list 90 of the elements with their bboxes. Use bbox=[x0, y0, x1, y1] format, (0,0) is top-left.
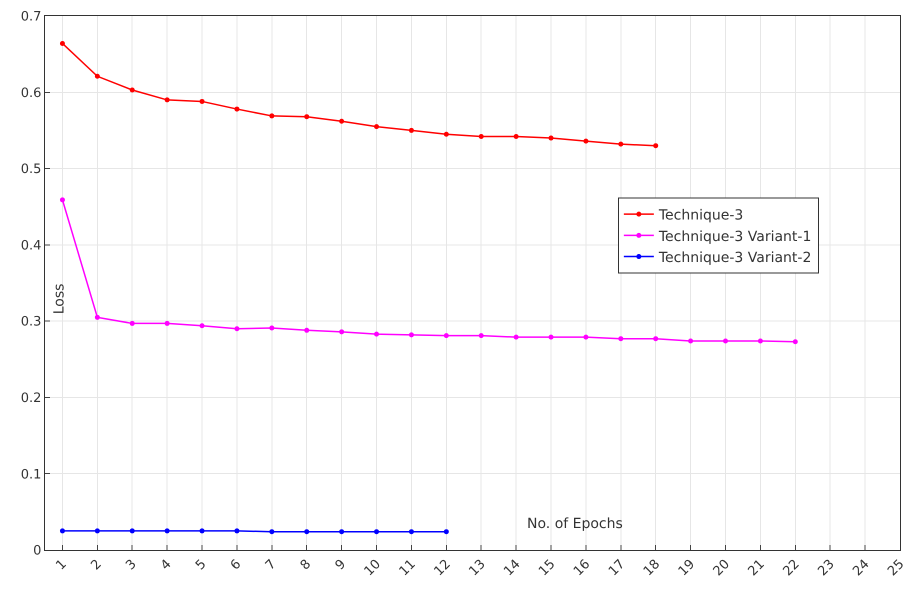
point bbox=[304, 114, 310, 120]
point bbox=[374, 124, 380, 130]
point bbox=[200, 98, 205, 104]
y-tick-label: 0.1 bbox=[20, 467, 42, 482]
x-tick-label: 10 bbox=[362, 556, 384, 580]
point bbox=[269, 529, 274, 534]
x-tick-label: 16 bbox=[571, 556, 594, 580]
point bbox=[269, 113, 274, 118]
point bbox=[688, 338, 694, 344]
point bbox=[758, 338, 763, 344]
x-tick-label: 9 bbox=[332, 556, 350, 574]
point bbox=[130, 528, 135, 534]
legend-label: Technique-3 Variant-2 bbox=[658, 250, 812, 266]
point bbox=[94, 314, 100, 320]
legend-label: Technique-3 bbox=[658, 208, 744, 224]
x-tick-label: 2 bbox=[88, 556, 105, 574]
point bbox=[408, 529, 414, 534]
x-tick-label: 25 bbox=[885, 556, 908, 580]
point bbox=[408, 128, 414, 133]
point bbox=[444, 333, 449, 338]
point bbox=[269, 326, 274, 331]
point bbox=[618, 142, 624, 147]
x-tick-label: 18 bbox=[640, 556, 664, 580]
point bbox=[200, 323, 205, 328]
x-tick-label: 14 bbox=[501, 556, 524, 580]
point bbox=[374, 332, 380, 337]
x-tick-label: 6 bbox=[228, 556, 244, 574]
point bbox=[234, 528, 240, 534]
x-tick-label: 21 bbox=[746, 556, 768, 580]
point bbox=[514, 134, 519, 140]
x-tick-label: 3 bbox=[123, 556, 140, 574]
point bbox=[60, 40, 65, 46]
x-tick-label: 11 bbox=[396, 556, 419, 580]
point bbox=[583, 334, 588, 340]
y-tick-label: 0.4 bbox=[20, 238, 42, 254]
y-tick-label: 0.6 bbox=[20, 86, 42, 101]
x-tick-label: 20 bbox=[710, 556, 733, 580]
point bbox=[339, 118, 344, 124]
point bbox=[304, 328, 310, 333]
point bbox=[478, 333, 484, 338]
point bbox=[94, 528, 100, 534]
x-tick-label: 8 bbox=[298, 556, 314, 574]
point bbox=[444, 132, 449, 137]
point bbox=[339, 529, 344, 534]
point bbox=[234, 106, 240, 112]
point bbox=[130, 88, 135, 92]
point bbox=[548, 136, 554, 141]
y-tick-label: 0.3 bbox=[20, 314, 42, 330]
point bbox=[164, 97, 170, 102]
x-tick-label: 23 bbox=[815, 556, 838, 580]
x-tick-label: 4 bbox=[158, 556, 175, 574]
x-tick-label: 7 bbox=[262, 556, 280, 574]
x-tick-label: 19 bbox=[676, 556, 698, 580]
point bbox=[164, 320, 170, 326]
point bbox=[478, 134, 484, 140]
x-axis-title: No. of Epochs bbox=[527, 516, 623, 532]
y-axis-title: Loss bbox=[51, 284, 68, 314]
point bbox=[653, 336, 658, 342]
point bbox=[514, 334, 519, 340]
point bbox=[374, 529, 380, 534]
point bbox=[164, 528, 170, 534]
point bbox=[548, 334, 554, 340]
point bbox=[618, 336, 624, 342]
y-tick-label: 0.5 bbox=[20, 162, 42, 178]
point bbox=[408, 332, 414, 338]
x-tick-label: 12 bbox=[431, 556, 454, 580]
point bbox=[653, 143, 658, 148]
point bbox=[60, 528, 65, 534]
point bbox=[339, 329, 344, 334]
x-tick-label: 22 bbox=[780, 556, 803, 580]
y-tick-label: 0 bbox=[33, 544, 42, 559]
x-tick-label: 13 bbox=[466, 556, 489, 580]
point bbox=[723, 338, 728, 344]
x-tick-label: 24 bbox=[850, 556, 873, 580]
point bbox=[130, 320, 135, 326]
x-tick-label: 1 bbox=[53, 556, 70, 574]
point bbox=[583, 138, 588, 144]
x-tick-label: 15 bbox=[536, 556, 558, 580]
point bbox=[94, 74, 100, 79]
point bbox=[200, 528, 205, 534]
x-tick-label: 5 bbox=[193, 556, 210, 574]
point bbox=[60, 197, 65, 202]
point bbox=[304, 529, 310, 534]
y-tick-label: 0.2 bbox=[20, 390, 42, 406]
point bbox=[444, 529, 449, 534]
legend-label: Technique-3 Variant-1 bbox=[658, 228, 812, 245]
point bbox=[792, 339, 798, 344]
x-tick-label: 17 bbox=[606, 556, 628, 580]
y-tick-label: 0.7 bbox=[20, 10, 42, 25]
point bbox=[234, 326, 240, 332]
